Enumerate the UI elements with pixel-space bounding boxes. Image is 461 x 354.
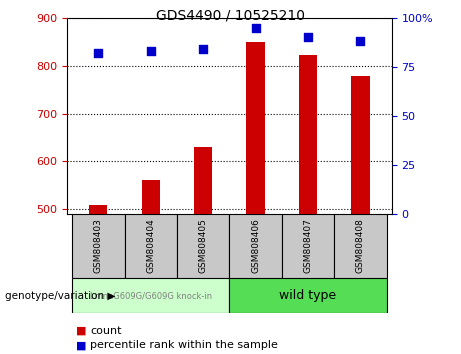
Text: GSM808406: GSM808406 bbox=[251, 218, 260, 274]
Point bbox=[357, 39, 364, 44]
Text: GSM808405: GSM808405 bbox=[199, 218, 207, 274]
Bar bbox=[194, 147, 213, 214]
Bar bbox=[229, 214, 282, 278]
Text: GSM808408: GSM808408 bbox=[356, 218, 365, 274]
Text: GSM808403: GSM808403 bbox=[94, 218, 103, 274]
Bar bbox=[142, 180, 160, 214]
Point bbox=[200, 46, 207, 52]
Text: ■: ■ bbox=[76, 340, 87, 350]
Text: wild type: wild type bbox=[279, 289, 337, 302]
Text: percentile rank within the sample: percentile rank within the sample bbox=[90, 340, 278, 350]
Point bbox=[252, 25, 259, 30]
Bar bbox=[72, 214, 124, 278]
Bar bbox=[282, 214, 334, 278]
Text: count: count bbox=[90, 326, 121, 336]
Bar bbox=[124, 214, 177, 278]
Bar bbox=[246, 42, 265, 214]
Bar bbox=[177, 214, 229, 278]
Bar bbox=[334, 214, 387, 278]
Point bbox=[147, 48, 154, 54]
Bar bbox=[89, 205, 107, 214]
Text: ■: ■ bbox=[76, 326, 87, 336]
Bar bbox=[229, 278, 387, 313]
Point bbox=[304, 34, 312, 40]
Text: genotype/variation ▶: genotype/variation ▶ bbox=[5, 291, 115, 301]
Text: GSM808407: GSM808407 bbox=[303, 218, 313, 274]
Bar bbox=[299, 55, 317, 214]
Bar bbox=[351, 76, 370, 214]
Text: GDS4490 / 10525210: GDS4490 / 10525210 bbox=[156, 9, 305, 23]
Bar bbox=[72, 278, 229, 313]
Text: LmnaG609G/G609G knock-in: LmnaG609G/G609G knock-in bbox=[89, 291, 212, 300]
Text: GSM808404: GSM808404 bbox=[146, 219, 155, 273]
Point bbox=[95, 50, 102, 56]
